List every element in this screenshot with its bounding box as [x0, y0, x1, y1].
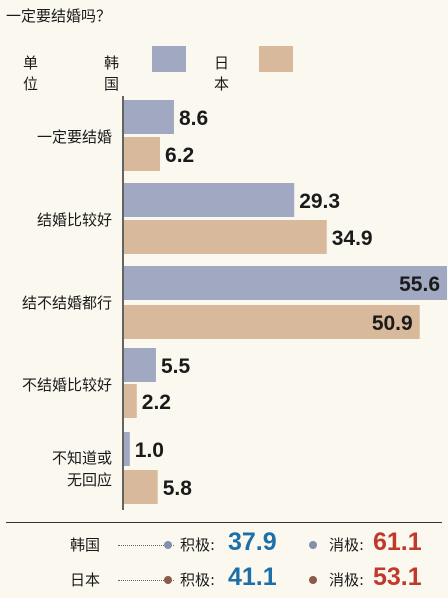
summary-dot — [164, 541, 172, 549]
summary-negative-value: 53.1 — [373, 563, 422, 591]
bar — [124, 384, 137, 418]
summary-positive-value: 41.1 — [228, 563, 277, 591]
category-label: 一定要结婚 — [37, 128, 112, 146]
bar — [124, 266, 447, 300]
data-label: 1.0 — [135, 439, 164, 462]
summary-negative-label: 消极: — [329, 571, 365, 589]
data-label: 5.8 — [163, 477, 193, 500]
legend-japan-swatch — [259, 46, 293, 72]
summary-row-korea: 韩国 积极: 37.9 消极: 61.1 — [0, 528, 448, 560]
bar — [124, 432, 130, 466]
bar — [124, 220, 327, 254]
data-label: 6.2 — [165, 144, 194, 167]
summary-negative-value: 61.1 — [373, 528, 422, 556]
bar — [124, 137, 161, 171]
summary-positive-label: 积极: — [180, 571, 216, 589]
footer-divider — [6, 522, 442, 523]
summary-dot — [309, 576, 317, 584]
data-label: 29.3 — [299, 190, 340, 213]
data-label: 2.2 — [142, 391, 171, 414]
bar — [124, 305, 420, 339]
bar — [124, 183, 295, 217]
summary-positive-value: 37.9 — [228, 528, 277, 556]
summary-negative-label: 消极: — [329, 536, 365, 554]
leader-dots — [118, 545, 174, 546]
bar — [124, 100, 174, 134]
legend-korea-swatch — [152, 46, 186, 72]
data-label: 55.6 — [399, 273, 440, 296]
summary-country: 日本 — [70, 571, 101, 589]
bar — [124, 348, 156, 382]
legend-unit-label: 单位 — [23, 54, 39, 93]
bar-chart: 一定要结婚 8.6 6.2 结婚比较好 29.3 34.9 结不结婚都行 55.6 50.9 不结… — [22, 96, 447, 510]
summary-country: 韩国 — [70, 536, 101, 554]
bar — [124, 470, 158, 504]
summary-row-japan: 日本 积极: 41.1 消极: 53.1 — [0, 563, 448, 595]
data-label: 34.9 — [332, 227, 373, 250]
summary-dot — [164, 576, 172, 584]
category-label: 结婚比较好 — [37, 211, 112, 229]
legend-korea-label: 韩国 — [104, 54, 120, 93]
summary-dot — [309, 541, 317, 549]
category-label: 不知道或无回应 — [52, 449, 112, 489]
summary-positive-label: 积极: — [180, 536, 216, 554]
data-label: 8.6 — [179, 107, 208, 130]
leader-dots — [118, 580, 174, 581]
data-label: 50.9 — [372, 312, 413, 335]
chart-title: 一定要结婚吗？ — [6, 7, 112, 25]
category-label: 结不结婚都行 — [22, 294, 112, 312]
data-label: 5.5 — [161, 355, 191, 378]
legend-japan-label: 日本 — [214, 54, 230, 93]
category-label: 不结婚比较好 — [22, 376, 112, 394]
